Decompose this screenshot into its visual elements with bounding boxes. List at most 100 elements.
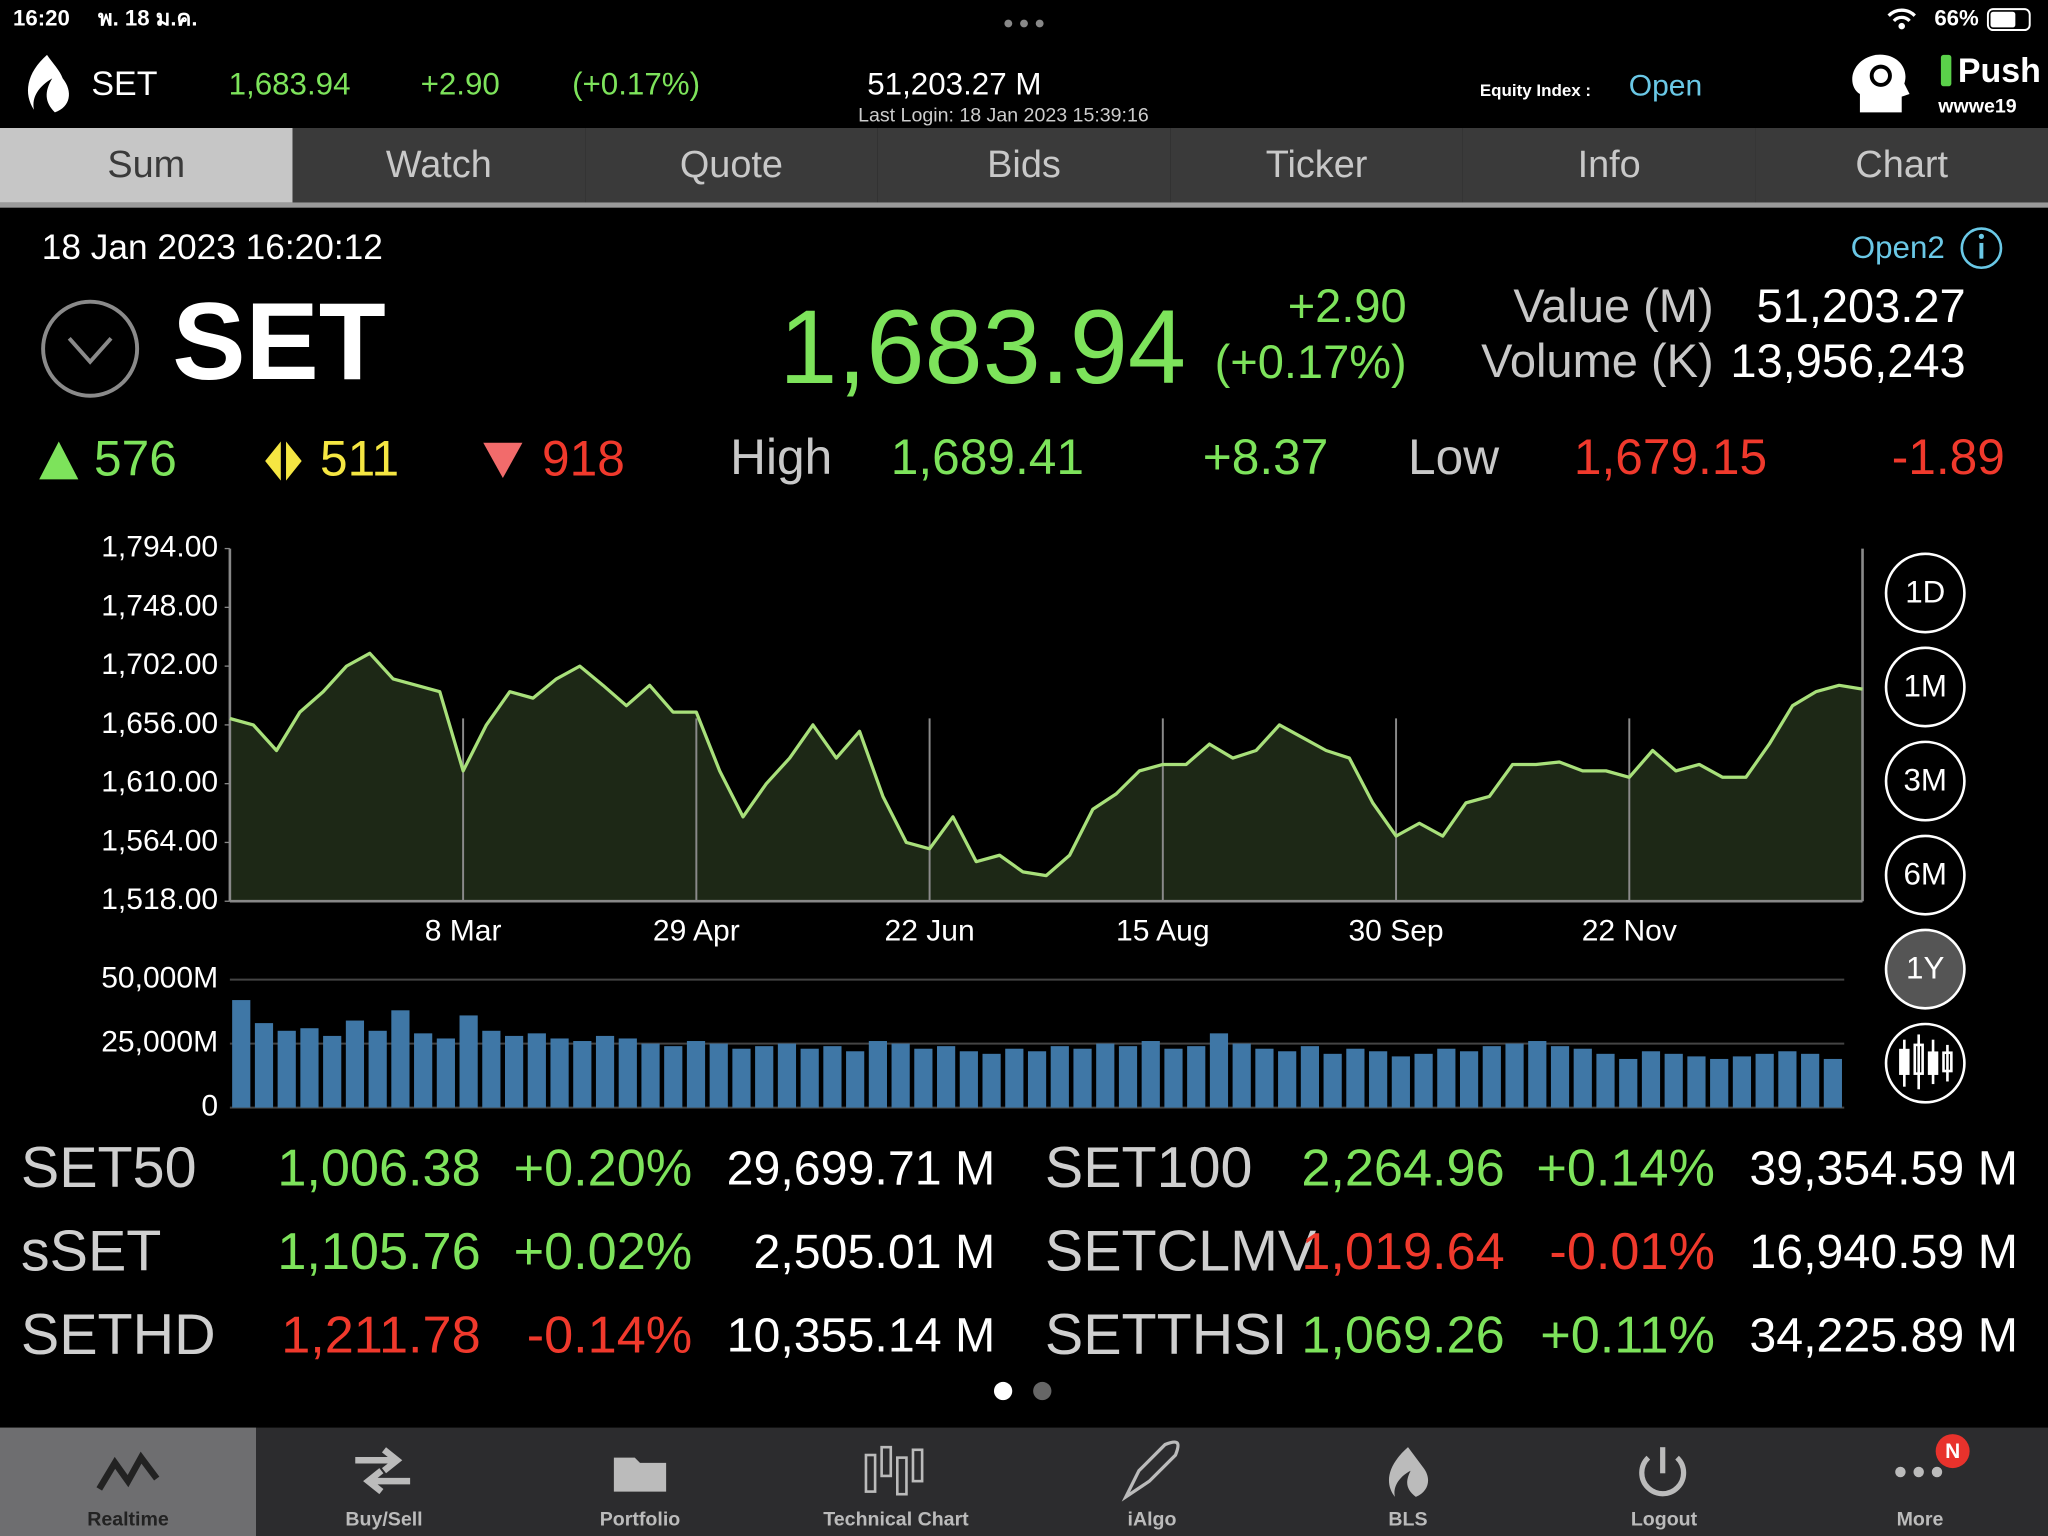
tab-bg[interactable] (292, 128, 586, 203)
index-name[interactable]: SETHD (21, 1303, 216, 1367)
info-glyph (1979, 242, 1984, 259)
volume-label: Volume (K) (1481, 334, 1714, 387)
price-change: +2.90 (1288, 279, 1407, 332)
volume-bar (891, 1043, 910, 1108)
volume-bar (709, 1043, 728, 1108)
icon-bls (1388, 1447, 1429, 1497)
advances-icon (39, 441, 79, 480)
icon-logout (1639, 1455, 1687, 1497)
equity-label: Equity Index : (1480, 81, 1591, 100)
index-name[interactable]: SET100 (1045, 1136, 1253, 1200)
tab-label[interactable]: Bids (987, 144, 1061, 186)
period-label[interactable]: 6M (1903, 857, 1947, 892)
nav-label[interactable]: Logout (1631, 1508, 1698, 1530)
period-label[interactable]: 3M (1903, 763, 1947, 798)
nav-label[interactable]: BLS (1388, 1508, 1427, 1530)
x-tick-label: 8 Mar (425, 915, 502, 948)
index-table: SET50 1,006.38 +0.20% 29,699.71 M SET100 2,26… (21, 1136, 2018, 1367)
volume-bar (459, 1015, 478, 1108)
icon-technical (864, 1445, 924, 1496)
header-last: 1,683.94 (229, 66, 351, 101)
nav-label[interactable]: Technical Chart (823, 1508, 969, 1530)
x-tick-label: 15 Aug (1116, 915, 1210, 948)
index-change: +0.02% (514, 1223, 693, 1281)
tab-bg[interactable] (877, 128, 1171, 203)
tab-label[interactable]: Info (1578, 144, 1641, 186)
index-change: +0.14% (1536, 1139, 1715, 1197)
wifi-dot (1898, 22, 1905, 30)
index-value: 10,355.14 M (727, 1309, 996, 1363)
logo (27, 54, 69, 113)
low: 1,679.15 (1574, 429, 1767, 485)
period-button[interactable] (1884, 552, 1966, 634)
candle-button[interactable] (1884, 1022, 1966, 1104)
nav-label[interactable]: More (1897, 1508, 1944, 1530)
info-button[interactable] (1960, 227, 2003, 270)
candle-button-circle[interactable] (1884, 1022, 1966, 1104)
volume-bar (1619, 1058, 1638, 1108)
tab-label[interactable]: Sum (107, 144, 185, 186)
volume-bar (1141, 1041, 1160, 1108)
y-tick-label: 1,748.00 (101, 589, 218, 622)
volume-bar (914, 1048, 933, 1108)
volume-bar (1187, 1046, 1206, 1108)
declines-icon (483, 442, 523, 479)
page-dot[interactable] (1033, 1381, 1052, 1401)
period-button[interactable] (1884, 928, 1966, 1010)
tab-bg[interactable] (1755, 128, 2048, 203)
index-name[interactable]: SETTHSI (1045, 1303, 1288, 1367)
period-button[interactable] (1884, 834, 1966, 916)
header-change: +2.90 (421, 66, 500, 101)
period-label[interactable]: 1Y (1906, 951, 1944, 986)
symbol-dropdown[interactable] (41, 299, 140, 398)
volume-bar (1801, 1053, 1820, 1108)
index-last: 1,211.78 (281, 1307, 480, 1365)
tab-bg[interactable] (585, 128, 878, 203)
push-label[interactable]: Push (1958, 52, 2041, 90)
index-name[interactable]: sSET (21, 1219, 161, 1283)
icon-realtime (96, 1451, 160, 1491)
icon-buysell (355, 1447, 411, 1495)
y-tick-label: 1,794.00 (101, 531, 218, 564)
tab-label[interactable]: Quote (680, 144, 783, 186)
status-time: 16:20 (13, 5, 70, 30)
nav-label[interactable]: iAlgo (1128, 1508, 1177, 1530)
page-dot-active[interactable] (993, 1381, 1013, 1401)
unchanged: 511 (320, 430, 399, 486)
last-price: 1,683.94 (779, 289, 1186, 406)
volume-bar (436, 1038, 455, 1108)
period-button[interactable] (1884, 740, 1966, 822)
volume-bar (1369, 1051, 1388, 1108)
y-tick-label: 0 (201, 1090, 218, 1123)
volume-bar (1346, 1048, 1365, 1108)
more-badge (1935, 1434, 1970, 1469)
nav-label[interactable]: Portfolio (600, 1508, 681, 1530)
tab-label[interactable]: Watch (386, 144, 492, 186)
volume-bar (323, 1035, 342, 1108)
period-label[interactable]: 1M (1903, 669, 1947, 704)
period-label[interactable]: 1D (1905, 575, 1945, 610)
last-login: Last Login: 18 Jan 2023 15:39:16 (858, 104, 1149, 126)
tab-label[interactable]: Chart (1855, 144, 1948, 186)
nav-label[interactable]: Realtime (87, 1508, 169, 1530)
icon-portfolio (613, 1457, 667, 1492)
volume-bar (1573, 1048, 1592, 1108)
volume-bar (1050, 1046, 1069, 1108)
index-name[interactable]: SET50 (21, 1136, 197, 1200)
tab-bg[interactable] (1462, 128, 1756, 203)
volume-bar (1596, 1053, 1615, 1108)
volume-bar (1278, 1051, 1297, 1108)
tab-label[interactable]: Ticker (1266, 144, 1368, 186)
nav-label[interactable]: Buy/Sell (345, 1508, 422, 1530)
volume-bar (982, 1053, 1001, 1108)
index-name[interactable]: SETCLMV (1045, 1219, 1317, 1283)
volume-bar (1391, 1056, 1410, 1108)
x-tick-label: 22 Jun (885, 915, 975, 948)
period-button[interactable] (1884, 646, 1966, 728)
nav-icons (96, 1440, 1943, 1502)
tab-bg[interactable] (0, 128, 293, 203)
index-change: +0.20% (514, 1139, 693, 1197)
datetime: 18 Jan 2023 16:20:12 (42, 228, 383, 267)
tab-bg[interactable] (1170, 128, 1463, 203)
volume-bar (1255, 1048, 1274, 1108)
